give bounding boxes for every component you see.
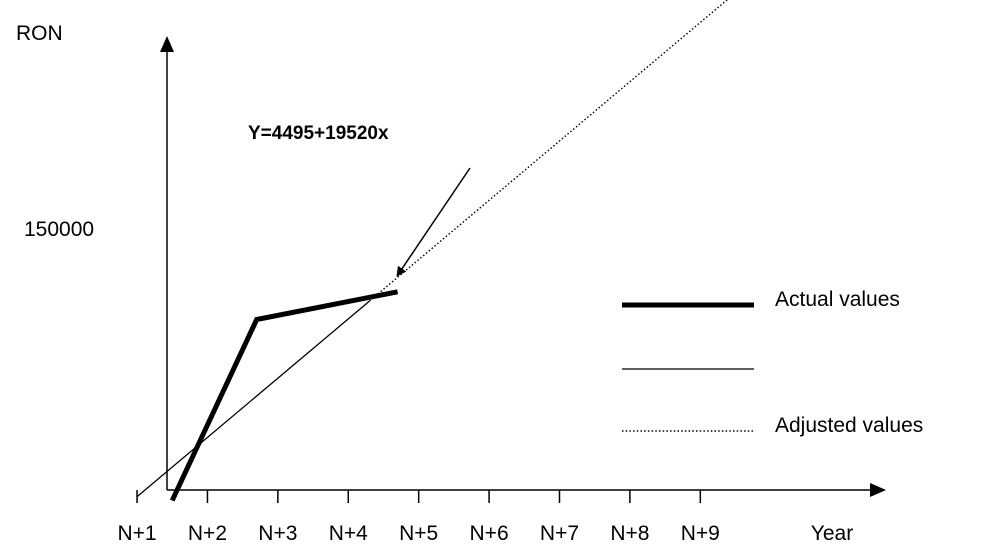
x-tick-label: N+6	[470, 522, 509, 545]
x-tick-label: N+9	[681, 522, 720, 545]
legend-label: Adjusted values	[775, 414, 923, 437]
legend: Actual values Adjusted values	[622, 288, 923, 437]
legend-label: Actual values	[775, 288, 900, 311]
x-axis-arrow	[870, 483, 886, 497]
y-axis-ticks: 150000	[24, 218, 94, 241]
x-tick-label: N+8	[610, 522, 649, 545]
series-line-1	[169, 289, 399, 502]
regression-equation: Y=4495+19520x	[248, 123, 389, 144]
x-tick-label: N+2	[188, 522, 227, 545]
x-tick-label: N+7	[540, 522, 579, 545]
x-axis-title: Year	[811, 522, 853, 545]
y-tick-label: 150000	[24, 218, 94, 241]
x-tick-label: N+4	[329, 522, 368, 545]
x-axis-ticks: N+1 N+2 N+3 N+4 N+5 N+6 N+7 N+8 N+9	[117, 490, 720, 545]
y-axis-arrow	[160, 36, 174, 52]
y-axis-title: RON	[16, 22, 63, 45]
annotation: Y=4495+19520x	[248, 123, 471, 277]
series-layer	[136, 0, 729, 502]
annotation-arrow	[396, 167, 471, 277]
x-tick-label: N+1	[117, 522, 156, 545]
x-tick-label: N+5	[399, 522, 438, 545]
series-line-2	[136, 300, 370, 498]
x-tick-label: N+3	[258, 522, 297, 545]
series-line-3	[368, 0, 729, 302]
